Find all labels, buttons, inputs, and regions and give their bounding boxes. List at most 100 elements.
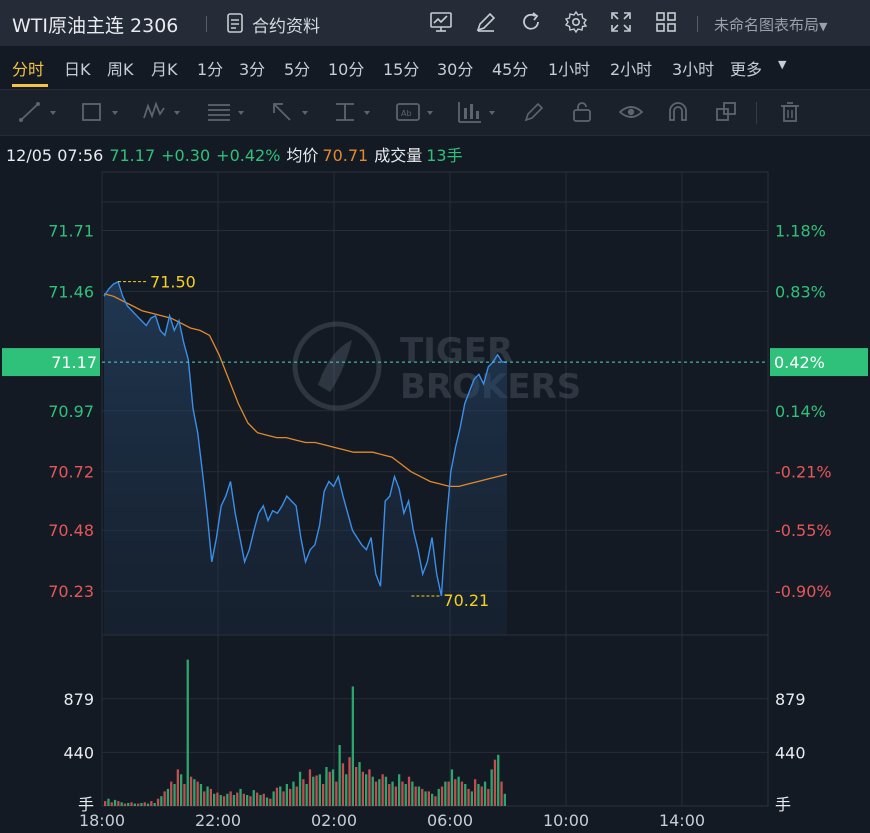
volume-bar bbox=[226, 793, 229, 806]
lock-icon[interactable] bbox=[570, 100, 594, 124]
volume-bar bbox=[302, 779, 305, 806]
line-tool-icon[interactable] bbox=[18, 100, 58, 124]
volume-bar bbox=[186, 659, 189, 806]
tab-period-13[interactable]: 3小时 bbox=[672, 60, 715, 79]
tab-period-14[interactable]: 更多 bbox=[730, 60, 763, 79]
quote-price: 71.17 bbox=[109, 146, 156, 165]
y-tick-left: 70.48 bbox=[48, 521, 94, 540]
extreme-markers: 71.50 70.21 bbox=[118, 273, 489, 610]
fibonacci-tool-icon[interactable] bbox=[206, 100, 246, 124]
tab-period-4[interactable]: 1分 bbox=[197, 60, 224, 79]
volume-bar bbox=[262, 793, 265, 806]
y-tick-right: -0.55% bbox=[775, 521, 832, 540]
volume-bar bbox=[305, 784, 308, 806]
contract-info-link[interactable]: 合约资料 bbox=[252, 17, 320, 37]
fullscreen-icon[interactable] bbox=[609, 10, 633, 34]
text-cursor-tool-icon[interactable] bbox=[332, 100, 372, 124]
volume-bar bbox=[176, 769, 179, 806]
volume-bar bbox=[295, 786, 298, 806]
volume-bar bbox=[216, 792, 219, 806]
brush-icon[interactable] bbox=[522, 100, 546, 124]
volume-bar bbox=[259, 795, 262, 806]
chart-icon[interactable] bbox=[429, 10, 453, 34]
volume-bar bbox=[388, 784, 391, 806]
tab-period-3[interactable]: 月K bbox=[151, 60, 178, 79]
volume-bar bbox=[503, 793, 506, 806]
volume-bar bbox=[196, 781, 199, 806]
rectangle-tool-icon[interactable] bbox=[80, 100, 120, 124]
volume-bar bbox=[143, 802, 146, 806]
volume-bar bbox=[493, 759, 497, 806]
volume-bar bbox=[120, 802, 123, 806]
volume-bar bbox=[497, 754, 500, 806]
volume-bar bbox=[282, 791, 285, 806]
pattern-tool-icon[interactable] bbox=[142, 100, 182, 124]
tab-period-2[interactable]: 周K bbox=[107, 60, 134, 79]
eye-icon[interactable] bbox=[618, 100, 644, 124]
volume-bar bbox=[407, 776, 411, 806]
volume-bar bbox=[398, 774, 401, 806]
plot-frame bbox=[101, 171, 769, 807]
volume-unit-left: 手 bbox=[78, 795, 94, 814]
price-area-fill bbox=[104, 281, 507, 635]
volume-bar bbox=[483, 781, 487, 806]
measure-tool-icon[interactable] bbox=[457, 100, 497, 124]
refresh-icon[interactable] bbox=[519, 10, 543, 34]
svg-text:BROKERS: BROKERS bbox=[400, 367, 581, 407]
volume-bar bbox=[133, 803, 136, 806]
volume-bar bbox=[371, 776, 374, 806]
volume-bar bbox=[378, 779, 381, 806]
current-price-badge-text: 71.17 bbox=[51, 353, 97, 372]
tab-period-9[interactable]: 30分 bbox=[437, 60, 474, 79]
layers-icon[interactable] bbox=[714, 100, 738, 124]
volume-bar bbox=[345, 774, 348, 806]
magnet-icon[interactable] bbox=[666, 100, 690, 124]
y-tick-left: 70.97 bbox=[48, 402, 94, 421]
volume-bar bbox=[298, 771, 302, 806]
layout-separator bbox=[697, 16, 698, 32]
volume-bar bbox=[312, 776, 315, 806]
top-bar: WTI原油主连 2306 合约资料 未命名图表布局▼ bbox=[0, 0, 870, 46]
volume-bar bbox=[421, 788, 424, 806]
volume-bar bbox=[163, 791, 166, 806]
y-tick-right: 0.83% bbox=[775, 282, 826, 301]
volume-bar bbox=[236, 792, 239, 806]
tab-period-11[interactable]: 1小时 bbox=[548, 60, 591, 79]
tab-period-10[interactable]: 45分 bbox=[492, 60, 529, 79]
arrow-tool-icon[interactable] bbox=[270, 100, 310, 124]
volume-bar bbox=[470, 791, 473, 806]
chevron-down-icon: ▼ bbox=[819, 20, 828, 33]
volume-bar bbox=[437, 788, 440, 806]
volume-bar bbox=[166, 788, 170, 806]
trash-icon[interactable] bbox=[778, 100, 802, 124]
x-tick: 14:00 bbox=[659, 811, 705, 830]
volume-bar bbox=[374, 781, 378, 806]
tab-period-6[interactable]: 5分 bbox=[284, 60, 311, 79]
volume-bar bbox=[424, 791, 427, 806]
volume-bar bbox=[460, 781, 464, 806]
volume-bar bbox=[328, 771, 331, 806]
volume-bar bbox=[335, 781, 338, 806]
grid-icon[interactable] bbox=[654, 10, 678, 34]
tab-period-5[interactable]: 3分 bbox=[239, 60, 266, 79]
tab-period-12[interactable]: 2小时 bbox=[610, 60, 653, 79]
tab-period-0[interactable]: 分时 bbox=[12, 60, 45, 79]
volume-value: 13手 bbox=[426, 146, 463, 165]
volume-bar bbox=[355, 767, 358, 806]
chevron-down-icon[interactable]: ▼ bbox=[778, 58, 787, 71]
label-tool-icon[interactable]: Ab bbox=[395, 100, 435, 124]
layout-selector[interactable]: 未命名图表布局▼ bbox=[714, 14, 827, 35]
volume-bar bbox=[203, 791, 206, 806]
pen-icon[interactable] bbox=[474, 10, 498, 34]
volume-bar bbox=[113, 799, 117, 806]
settings-icon[interactable] bbox=[564, 10, 588, 34]
tab-period-1[interactable]: 日K bbox=[64, 60, 91, 79]
volume-bar bbox=[239, 788, 242, 806]
tab-period-8[interactable]: 15分 bbox=[383, 60, 420, 79]
price-line bbox=[103, 280, 507, 597]
volume-bar bbox=[130, 802, 133, 806]
document-icon[interactable] bbox=[226, 13, 244, 33]
volume-bar bbox=[209, 788, 212, 806]
tab-period-7[interactable]: 10分 bbox=[328, 60, 365, 79]
instrument-title[interactable]: WTI原油主连 2306 bbox=[12, 15, 179, 37]
